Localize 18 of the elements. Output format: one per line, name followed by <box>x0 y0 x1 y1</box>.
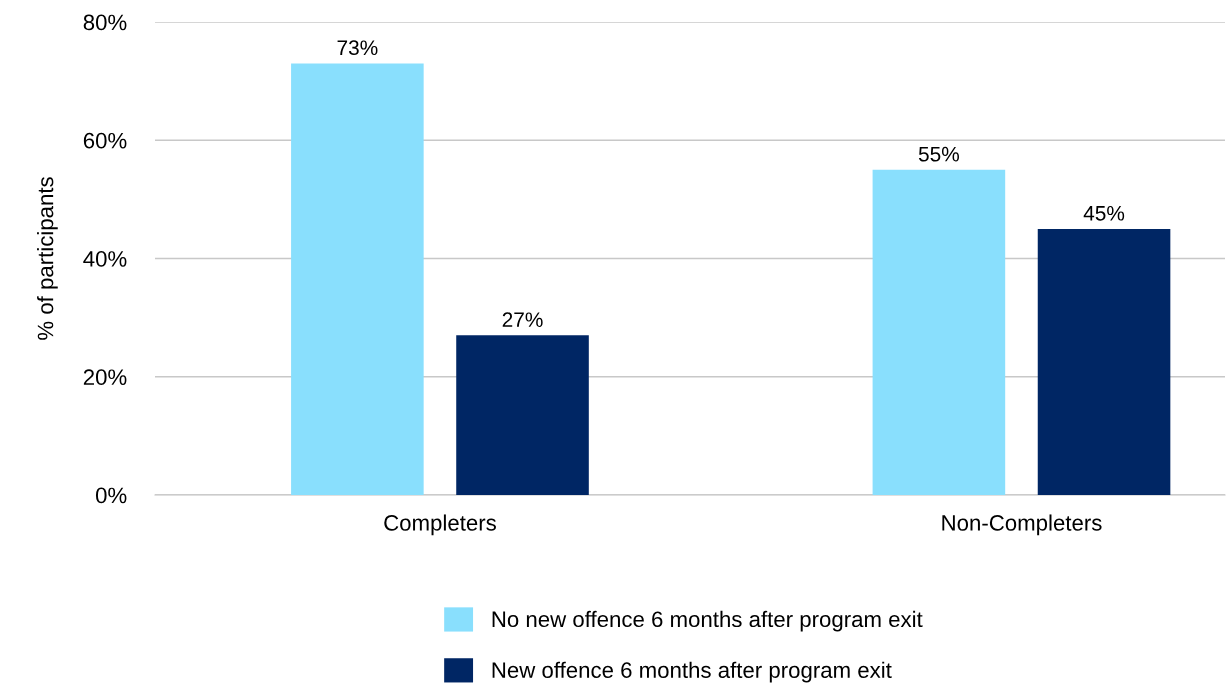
data-label: 55% <box>918 146 959 162</box>
y-tick-label: 20% <box>83 369 127 386</box>
bar <box>291 63 424 495</box>
data-label: 45% <box>1083 205 1125 221</box>
y-tick-label: 40% <box>83 251 127 267</box>
bar <box>456 335 589 495</box>
y-axis-title: % of participants <box>37 177 58 340</box>
bar <box>1037 228 1171 495</box>
data-label: 27% <box>502 312 543 327</box>
y-tick-label: 60% <box>83 132 127 149</box>
bar <box>872 169 1006 495</box>
x-tick-label: Non-Completers <box>942 514 1102 536</box>
legend-label: New offence 6 months after program exit <box>492 661 892 683</box>
data-label: 73% <box>337 40 378 56</box>
y-tick-label: 80% <box>83 14 127 31</box>
x-tick-label: Completers <box>384 514 496 536</box>
legend-label: No new offence 6 months after program exit <box>492 610 923 632</box>
y-tick-label: 0% <box>95 487 127 504</box>
